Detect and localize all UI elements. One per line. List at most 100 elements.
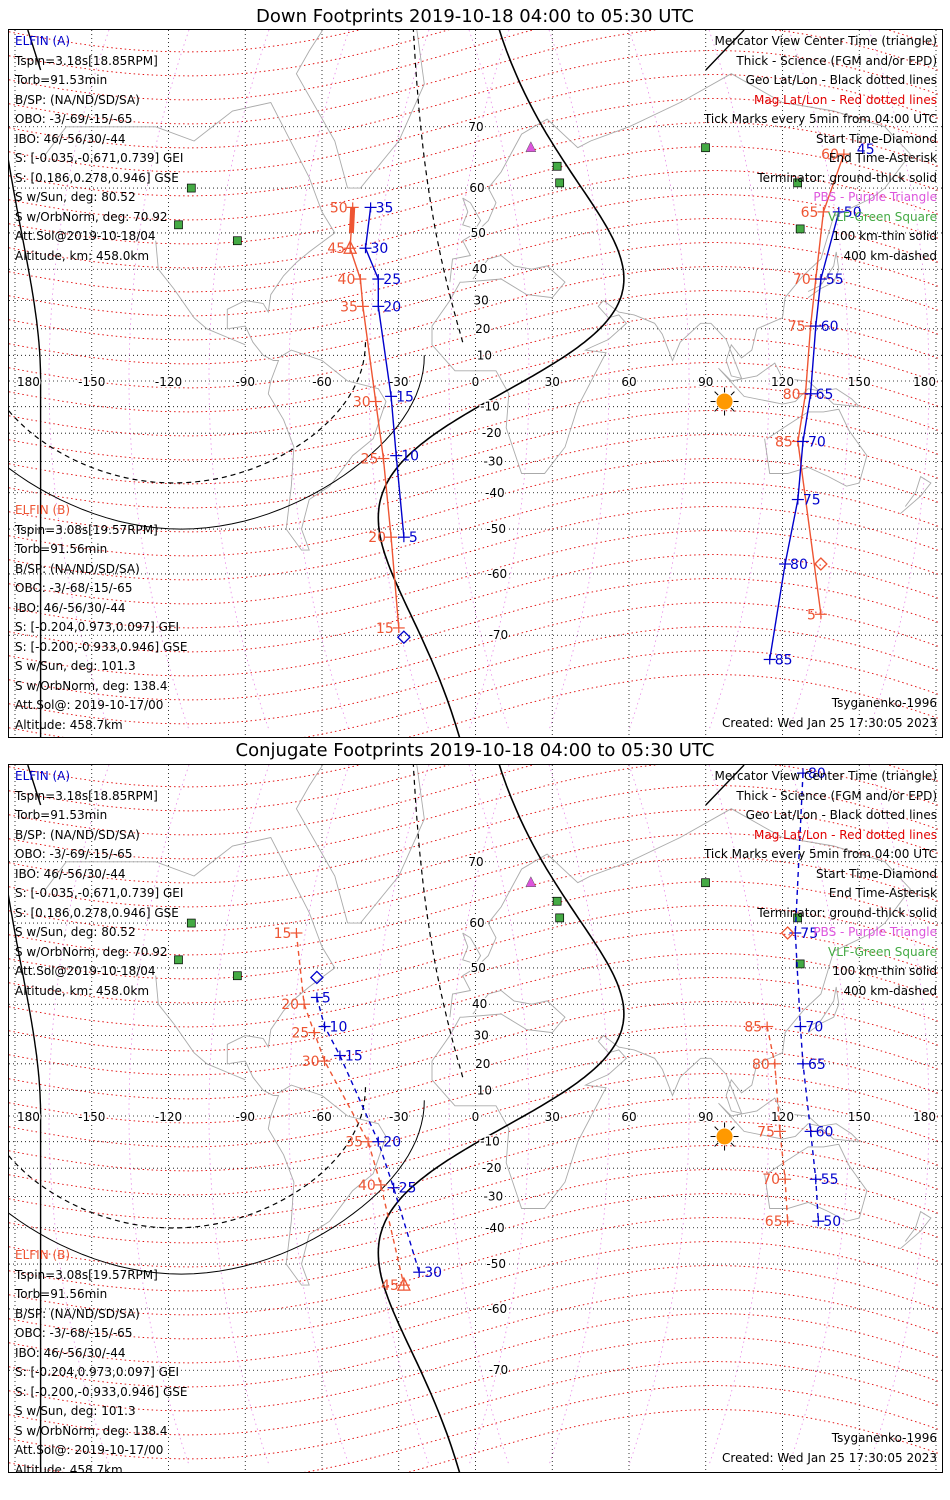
elfin-b-track-east-tick-label: 85 [775, 434, 793, 450]
mag-parallel [9, 290, 940, 389]
mag-meridian [788, 30, 850, 731]
lat-label: 50 [471, 961, 486, 975]
mag-meridian [48, 30, 110, 731]
lon-label: -150 [78, 375, 105, 389]
lat-label: 70 [468, 855, 483, 869]
elfin-a-track-tick-label: 30 [370, 241, 388, 257]
elfin-a-track-tick-label: 25 [399, 1181, 417, 1197]
coastline [462, 197, 482, 230]
terminator-west-top [27, 30, 42, 71]
sc-b-torb: Torb=91.56min [15, 542, 108, 556]
mag-parallel [9, 170, 940, 269]
mag-parallel [9, 218, 940, 317]
legend-terminator: Terminator: ground-thick solid [757, 170, 937, 185]
lat-label: -20 [482, 1161, 502, 1175]
panel2-title: Conjugate Footprints 2019-10-18 04:00 to… [235, 740, 715, 761]
vlf-square [174, 220, 183, 230]
pbs-triangle [525, 141, 537, 152]
vlf-square [186, 183, 196, 193]
mag-parallel [9, 1385, 940, 1472]
mag-parallel [9, 1241, 940, 1340]
vlf-square [174, 955, 183, 965]
vlf-square [552, 161, 562, 171]
vlf-square [701, 143, 710, 153]
elfin-a-track-east-tick-label: 85 [775, 652, 793, 668]
sc-a-attsol: Att.Sol@2019-10-18/04 [15, 964, 156, 978]
lon-label: 90 [698, 1110, 713, 1124]
mag-parallel [9, 50, 940, 149]
lon-label: 150 [848, 375, 871, 389]
coastline [899, 475, 932, 515]
sc-b-gei: S: [-0.204,0.973,0.097] GEI [15, 1365, 180, 1379]
elfin-b-track-tick-label: 30 [353, 395, 371, 411]
sc-a-tspin: Tspin=3.18s[18.85RPM] [15, 788, 158, 803]
legend-geo: Geo Lat/Lon - Black dotted lines [745, 73, 937, 87]
mag-parallel [9, 1097, 940, 1196]
elfin-b-track-tick-label: 35 [340, 299, 358, 315]
legend-100km: 100 km-thin solid [832, 229, 937, 243]
sc-b-attsol: Att.Sol@: 2019-10-17/00 [15, 1443, 164, 1457]
mag-parallel [9, 122, 940, 221]
mag-meridian [788, 765, 850, 1466]
sc-a-obo: OBO: -3/-69/-15/-65 [15, 847, 133, 861]
legend-start: Start Time-Diamond [815, 866, 937, 881]
mag-parallel [9, 242, 940, 341]
sc-a-bsp: B/SP: (NA/ND/SD/SA) [15, 827, 140, 842]
elfin-a-track-east-tick-label: 60 [821, 319, 839, 335]
sc-b-ibo: IBO: 46/-56/30/-44 [15, 600, 126, 615]
elfin-b-track-tick-label: 40 [338, 272, 356, 288]
sc-b-ibo: IBO: 46/-56/30/-44 [15, 1345, 126, 1360]
legend-ticks: Tick Marks every 5min from 04:00 UTC [703, 847, 937, 861]
lat-label: 50 [471, 226, 486, 240]
elfin-a-track-tick-label: 35 [376, 200, 394, 216]
lon-label: 0 [472, 1110, 480, 1124]
mag-parallel [9, 266, 940, 365]
lon-label: -60 [312, 375, 332, 389]
terminator-400km-north [412, 765, 464, 1078]
terminator-west [9, 894, 42, 1472]
lat-label: -20 [482, 426, 502, 440]
lat-label: -70 [489, 628, 509, 642]
mag-parallel [9, 506, 940, 605]
coastline [45, 836, 387, 1286]
elfin-a-track-east-tick-label: 70 [805, 1020, 823, 1036]
elfin-b-track-tick-label: 20 [281, 997, 299, 1013]
mag-parallel [9, 458, 940, 557]
mag-meridian [208, 30, 270, 731]
legend-center-time: Mercator View Center Time (triangle) [714, 34, 937, 48]
sc-a-ibo: IBO: 46/-56/30/-44 [15, 866, 126, 881]
lat-label: 10 [477, 348, 492, 362]
lat-label: 30 [474, 294, 489, 308]
lon-label: 120 [771, 375, 794, 389]
sc-a-label: ELFIN (A) [15, 34, 71, 48]
model-label: Tsyganenko-1996 [831, 1431, 937, 1445]
coastline [431, 73, 911, 474]
elfin-b-track-tick-label: 20 [368, 530, 386, 546]
coastline [807, 251, 840, 298]
lat-label: 30 [474, 1029, 489, 1043]
mag-parallel [9, 1049, 940, 1148]
sc-b-attsol: Att.Sol@: 2019-10-17/00 [15, 698, 164, 712]
mag-meridian [208, 765, 270, 1466]
pbs-triangle [525, 876, 537, 887]
sc-b-bsp: B/SP: (NA/ND/SD/SA) [15, 561, 140, 576]
vlf-square [793, 913, 802, 923]
mag-meridian [628, 765, 690, 1466]
panel2-map: 180 -150 -120 -90 -60 -30 0 30 60 90 120 150 180 70 60… [8, 764, 943, 1473]
legend-science: Thick - Science (FGM and/or EPD) [736, 788, 937, 803]
legend-400km: 400 km-dashed [843, 983, 937, 998]
mag-parallel [9, 194, 940, 293]
elfin-b-track-east-tick-label: 80 [783, 387, 801, 403]
sc-a-alt: Altitude, km: 458.0km [15, 248, 150, 263]
legend-end: End Time-Asterisk [828, 151, 937, 165]
lat-label: -50 [486, 1257, 506, 1271]
vlf-square [793, 178, 802, 188]
elfin-a-track-east-tick-label: 65 [816, 387, 834, 403]
sc-a-tspin: Tspin=3.18s[18.85RPM] [15, 53, 158, 68]
coastline [462, 932, 482, 965]
lat-label: -10 [480, 400, 500, 414]
mag-meridian [708, 765, 770, 1466]
sc-a-bsp: B/SP: (NA/ND/SD/SA) [15, 92, 140, 107]
science-segment [348, 207, 356, 234]
coastline [155, 240, 246, 346]
